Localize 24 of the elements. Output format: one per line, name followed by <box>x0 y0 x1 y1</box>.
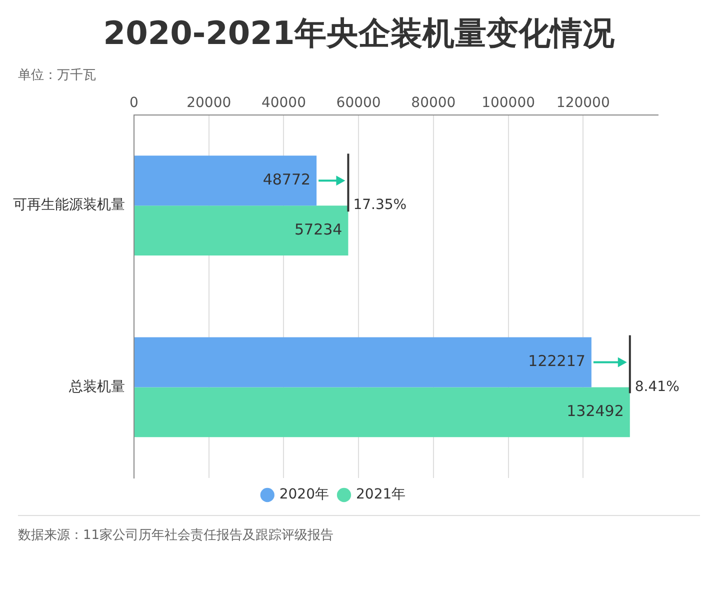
x-tick-label: 0 <box>130 95 138 112</box>
annotation: 17.35% <box>353 197 407 214</box>
source-note: 数据来源：11家公司历年社会责任报告及跟踪评级报告 <box>18 527 334 544</box>
chart-title: 2020-2021年央企装机量变化情况 <box>102 13 616 54</box>
x-tick-label: 80000 <box>411 95 456 112</box>
legend-label: 2021年 <box>356 486 406 503</box>
x-tick-label: 40000 <box>261 95 306 112</box>
data-label: 48772 <box>262 170 311 189</box>
y-tick-label: 总装机量 <box>68 378 125 395</box>
bar <box>134 337 592 388</box>
legend-label: 2020年 <box>279 486 330 503</box>
bar <box>134 387 630 438</box>
x-tick-label: 60000 <box>336 95 381 112</box>
bar <box>134 206 348 256</box>
x-tick-label: 120000 <box>556 95 610 112</box>
chart-subtitle: 单位：万千瓦 <box>18 67 96 84</box>
data-label: 57234 <box>294 220 342 238</box>
bar <box>134 156 317 206</box>
data-label: 122217 <box>528 352 586 370</box>
annotation: 8.41% <box>634 378 680 395</box>
x-tick-label: 20000 <box>186 95 232 112</box>
data-label: 132492 <box>566 402 624 420</box>
x-tick-label: 100000 <box>482 95 536 112</box>
y-tick-label: 可再生能源装机量 <box>13 197 125 214</box>
